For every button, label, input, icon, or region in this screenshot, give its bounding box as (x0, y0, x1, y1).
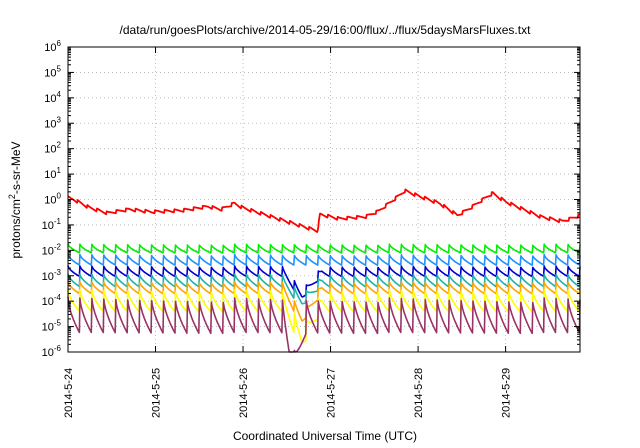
y-tick-label-exp: 2 (57, 141, 62, 150)
y-tick-label-base: 10 (44, 118, 56, 130)
y-tick-label-base: 10 (42, 322, 54, 334)
y-tick-label-exp: 0 (57, 192, 62, 201)
y-tick-label: 10-1 (42, 217, 62, 232)
y-tick-label-exp: -2 (54, 242, 62, 251)
x-tick-label: 2014-5-24 (63, 368, 75, 418)
y-tick-label-base: 10 (42, 347, 54, 359)
x-tick-label: 2014-5-25 (151, 368, 163, 418)
y-tick-label-base: 10 (44, 169, 56, 181)
y-tick-label: 10-2 (42, 242, 62, 257)
y-tick-label-exp: -4 (54, 293, 62, 302)
chart-title: /data/run/goesPlots/archive/2014-05-29/1… (120, 23, 532, 37)
y-tick-label-base: 10 (44, 195, 56, 207)
y-tick-label-exp: 1 (57, 166, 62, 175)
y-tick-label-exp: -1 (54, 217, 62, 226)
y-axis-label-base: protons/cm (9, 199, 23, 258)
ytick-labels: 10-610-510-410-310-210-11001011021031041… (42, 39, 62, 359)
y-axis-label: protons/cm2-s-sr-MeV (7, 141, 23, 258)
y-tick-label: 102 (44, 141, 61, 156)
y-tick-label-exp: 4 (57, 90, 62, 99)
y-tick-label-base: 10 (44, 93, 56, 105)
y-tick-label-exp: 6 (57, 39, 62, 48)
series-line-3 (67, 265, 581, 298)
y-tick-label: 10-6 (42, 344, 62, 359)
series-line-6 (67, 288, 581, 344)
y-tick-label-base: 10 (42, 271, 54, 283)
x-tick-label: 2014-5-28 (413, 368, 425, 418)
y-tick-label: 100 (44, 192, 61, 207)
xtick-labels: 2014-5-24 2014-5-25 2014-5-26 2014-5-27 2014… (63, 368, 513, 418)
y-tick-label-exp: 5 (57, 64, 62, 73)
y-tick-label: 103 (44, 115, 61, 130)
x-tick-label: 2014-5-29 (501, 368, 513, 418)
y-tick-label: 101 (44, 166, 61, 181)
y-tick-label: 105 (44, 64, 61, 79)
x-axis-label: Coordinated Universal Time (UTC) (233, 429, 417, 443)
series-line-7 (67, 296, 581, 353)
series-line-0 (67, 188, 581, 233)
y-tick-label-base: 10 (42, 296, 54, 308)
y-tick-label-base: 10 (44, 42, 56, 54)
y-tick-label-exp: 3 (57, 115, 62, 124)
y-tick-label: 104 (44, 90, 61, 105)
y-tick-label-base: 10 (44, 67, 56, 79)
y-tick-label-exp: -6 (54, 344, 62, 353)
series-line-2 (67, 253, 581, 266)
y-tick-label-base: 10 (42, 245, 54, 257)
y-tick-label-exp: -3 (54, 268, 62, 277)
y-tick-label: 10-3 (42, 268, 62, 283)
x-tick-label: 2014-5-26 (238, 368, 250, 418)
y-tick-label-exp: -5 (54, 319, 62, 328)
x-tick-label: 2014-5-27 (326, 368, 338, 418)
series-line-5 (67, 281, 581, 322)
y-axis-label-rest: -s-sr-MeV (9, 141, 23, 194)
series-line-4 (67, 273, 581, 305)
y-tick-label: 106 (44, 39, 61, 54)
series-layer (67, 188, 581, 353)
y-axis-label-sup: 2 (7, 194, 17, 199)
series-line-1 (67, 243, 581, 254)
y-tick-label: 10-4 (42, 293, 62, 308)
y-tick-label-base: 10 (42, 220, 54, 232)
y-tick-label: 10-5 (42, 319, 62, 334)
ticks (67, 46, 580, 353)
y-tick-label-base: 10 (44, 144, 56, 156)
